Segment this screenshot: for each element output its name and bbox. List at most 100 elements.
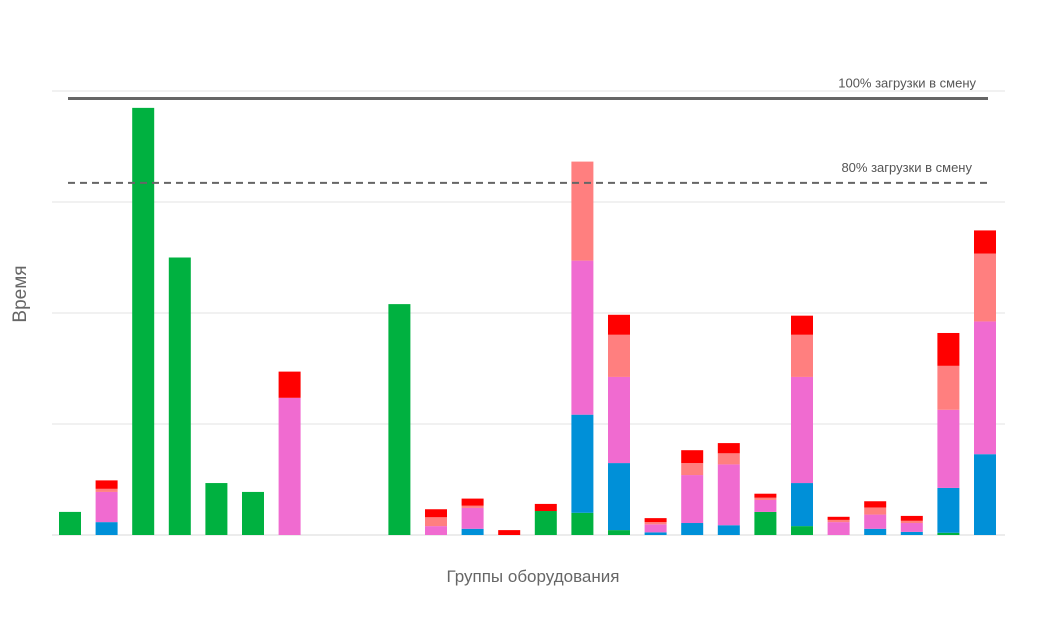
bar-segment-red bbox=[608, 314, 630, 335]
bar-segment-red bbox=[461, 498, 484, 506]
bar-segment-pink bbox=[681, 475, 704, 524]
bar-segment-blue bbox=[644, 532, 667, 535]
bar-segment-blue bbox=[608, 463, 630, 531]
bar-group bbox=[608, 314, 630, 535]
bar-segment-red bbox=[864, 501, 887, 508]
bar-segment-pink bbox=[864, 514, 887, 529]
bar-segment-pink bbox=[571, 260, 594, 415]
bar-segment-pink bbox=[974, 321, 996, 455]
bar-group bbox=[534, 503, 557, 535]
bar-segment-red bbox=[974, 230, 996, 254]
bar-segment-red bbox=[644, 518, 667, 523]
bar-segment-blue bbox=[791, 483, 813, 527]
bar-segment-red bbox=[900, 515, 923, 521]
gridlines bbox=[52, 90, 1005, 536]
bar-segment-green bbox=[168, 257, 191, 535]
bar-segment-pink bbox=[900, 523, 923, 532]
bar-segment-pink bbox=[754, 499, 777, 512]
bar-group bbox=[571, 161, 594, 535]
x-axis-label: Группы оборудования bbox=[447, 567, 620, 586]
bar-segment-green bbox=[388, 304, 411, 535]
bar-group bbox=[498, 530, 521, 535]
bar-group bbox=[974, 230, 996, 535]
bar-segment-pink bbox=[644, 524, 667, 533]
bar-segment-pink bbox=[827, 522, 850, 535]
y-axis-label: Время bbox=[10, 265, 31, 322]
bar-segment-green bbox=[242, 491, 264, 535]
bar-segment-green bbox=[754, 511, 777, 535]
bar-segment-pink bbox=[278, 397, 301, 535]
bar-segment-salmon bbox=[608, 334, 630, 377]
reference-lines: 100% загрузки в смену 80% загрузки в смен… bbox=[68, 76, 988, 184]
bar-segment-green bbox=[205, 483, 228, 535]
bar-group bbox=[827, 516, 850, 535]
reference-line-label: 80% загрузки в смену bbox=[841, 160, 972, 175]
bar-segment-pink bbox=[95, 491, 118, 523]
bar-segment-blue bbox=[95, 522, 118, 535]
bar-segment-salmon bbox=[461, 505, 484, 508]
bar-group bbox=[754, 493, 777, 535]
bar-segment-red bbox=[498, 530, 521, 535]
bar-group bbox=[937, 332, 960, 535]
bar-group bbox=[864, 501, 887, 535]
bar-segment-pink bbox=[791, 376, 813, 484]
bar-segment-green bbox=[791, 526, 813, 535]
bar-segment-pink bbox=[717, 464, 740, 526]
bar-segment-pink bbox=[937, 409, 960, 488]
bar-segment-red bbox=[717, 443, 740, 454]
bar-group bbox=[242, 491, 264, 535]
bar-segment-green bbox=[571, 512, 594, 535]
bar-segment-pink bbox=[461, 507, 484, 529]
bar-segment-red bbox=[791, 315, 813, 335]
bar-segment-blue bbox=[571, 414, 594, 513]
bar-group bbox=[278, 371, 301, 535]
bar-group bbox=[461, 498, 484, 535]
bar-segment-salmon bbox=[827, 519, 850, 523]
bar-segment-red bbox=[534, 503, 557, 512]
bar-segment-green bbox=[132, 107, 155, 535]
bar-group bbox=[791, 315, 813, 535]
bar-segment-salmon bbox=[974, 253, 996, 322]
bar-group bbox=[205, 483, 228, 535]
bars-group bbox=[59, 107, 996, 535]
bar-segment-salmon bbox=[900, 520, 923, 524]
bar-segment-salmon bbox=[571, 161, 594, 261]
bar-segment-pink bbox=[425, 526, 447, 535]
bar-group bbox=[59, 511, 81, 535]
bar-segment-red bbox=[278, 371, 301, 398]
bar-group bbox=[388, 304, 411, 535]
bar-segment-red bbox=[937, 332, 960, 366]
bar-segment-salmon bbox=[95, 488, 118, 492]
bar-segment-salmon bbox=[681, 463, 704, 476]
bar-group bbox=[132, 107, 155, 535]
bar-segment-salmon bbox=[644, 522, 667, 525]
bar-segment-red bbox=[827, 516, 850, 520]
bar-segment-blue bbox=[864, 528, 887, 535]
bar-group bbox=[681, 450, 704, 535]
bar-group bbox=[900, 515, 923, 535]
bar-segment-blue bbox=[900, 531, 923, 535]
bar-segment-blue bbox=[937, 487, 960, 533]
bar-segment-red bbox=[95, 480, 118, 489]
bar-group bbox=[168, 257, 191, 535]
bar-segment-blue bbox=[717, 525, 740, 535]
bar-segment-salmon bbox=[717, 453, 740, 465]
bar-segment-blue bbox=[974, 454, 996, 535]
bar-segment-salmon bbox=[791, 334, 813, 377]
bar-segment-red bbox=[754, 493, 777, 498]
bar-segment-blue bbox=[461, 528, 484, 535]
bar-segment-green bbox=[608, 530, 630, 535]
bar-segment-red bbox=[681, 450, 704, 464]
bar-segment-green bbox=[937, 532, 960, 535]
bar-group bbox=[425, 509, 447, 535]
bar-group bbox=[717, 443, 740, 535]
bar-group bbox=[644, 518, 667, 535]
bar-segment-salmon bbox=[425, 517, 447, 527]
bar-group bbox=[95, 480, 118, 535]
bar-segment-salmon bbox=[864, 507, 887, 515]
reference-line-label: 100% загрузки в смену bbox=[838, 76, 976, 91]
bar-segment-green bbox=[534, 511, 557, 535]
bar-segment-pink bbox=[608, 376, 630, 464]
bar-segment-salmon bbox=[937, 365, 960, 410]
